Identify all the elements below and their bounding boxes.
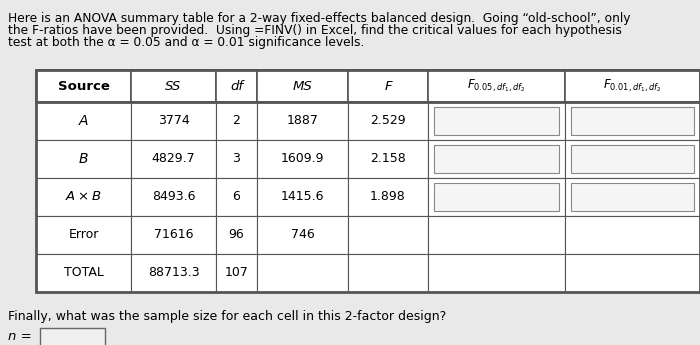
Bar: [434, 183, 559, 211]
Text: F: F: [384, 79, 392, 92]
Text: 2.529: 2.529: [370, 115, 406, 128]
Text: test at both the α = 0.05 and α = 0.01 significance levels.: test at both the α = 0.05 and α = 0.01 s…: [8, 36, 365, 49]
Text: Error: Error: [69, 228, 99, 242]
Bar: [257, 140, 348, 178]
Bar: [36, 70, 131, 102]
Text: 1887: 1887: [286, 115, 318, 128]
Bar: [131, 178, 216, 216]
Bar: [565, 216, 700, 254]
Bar: [36, 140, 131, 178]
Bar: [131, 70, 216, 102]
Bar: [257, 254, 348, 292]
Bar: [36, 254, 131, 292]
Bar: [131, 140, 216, 178]
Bar: [428, 140, 565, 178]
Text: 88713.3: 88713.3: [148, 266, 199, 279]
Bar: [348, 102, 428, 140]
Text: 1609.9: 1609.9: [281, 152, 324, 166]
Text: 4829.7: 4829.7: [152, 152, 195, 166]
Text: $A \times B$: $A \times B$: [65, 190, 101, 204]
Bar: [434, 107, 559, 135]
Bar: [348, 216, 428, 254]
Text: 2.158: 2.158: [370, 152, 406, 166]
Text: A: A: [78, 114, 88, 128]
Bar: [434, 145, 559, 173]
Bar: [216, 254, 257, 292]
Text: $F_{0.05,df_1,df_2}$: $F_{0.05,df_1,df_2}$: [467, 78, 526, 94]
Bar: [216, 140, 257, 178]
Text: df: df: [230, 79, 243, 92]
Bar: [571, 107, 694, 135]
Bar: [565, 140, 700, 178]
Bar: [131, 102, 216, 140]
Text: 6: 6: [232, 190, 240, 204]
Text: SS: SS: [165, 79, 181, 92]
Bar: [348, 70, 428, 102]
Bar: [36, 216, 131, 254]
Text: 3: 3: [232, 152, 240, 166]
Text: 71616: 71616: [154, 228, 193, 242]
Bar: [131, 216, 216, 254]
Text: 1.898: 1.898: [370, 190, 406, 204]
Bar: [565, 102, 700, 140]
Bar: [216, 178, 257, 216]
Bar: [428, 254, 565, 292]
Text: B: B: [78, 152, 88, 166]
Text: Finally, what was the sample size for each cell in this 2-factor design?: Finally, what was the sample size for ea…: [8, 310, 447, 323]
Bar: [565, 70, 700, 102]
Bar: [571, 145, 694, 173]
Bar: [36, 102, 131, 140]
Bar: [257, 216, 348, 254]
Bar: [428, 178, 565, 216]
Text: 107: 107: [225, 266, 248, 279]
Bar: [131, 254, 216, 292]
Bar: [216, 102, 257, 140]
Text: n =: n =: [8, 330, 32, 343]
Bar: [348, 178, 428, 216]
Text: Here is an ANOVA summary table for a 2-way fixed-effects balanced design.  Going: Here is an ANOVA summary table for a 2-w…: [8, 12, 631, 25]
Text: 2: 2: [232, 115, 240, 128]
Bar: [565, 178, 700, 216]
Text: TOTAL: TOTAL: [64, 266, 104, 279]
Bar: [257, 178, 348, 216]
Bar: [257, 70, 348, 102]
Bar: [565, 254, 700, 292]
Text: 746: 746: [290, 228, 314, 242]
Bar: [257, 102, 348, 140]
Bar: [40, 328, 105, 345]
Text: MS: MS: [293, 79, 312, 92]
Bar: [348, 140, 428, 178]
Text: the F-ratios have been provided.  Using =FINV() in Excel, find the critical valu: the F-ratios have been provided. Using =…: [8, 24, 622, 37]
Bar: [348, 254, 428, 292]
Text: $F_{0.01,df_1,df_2}$: $F_{0.01,df_1,df_2}$: [603, 78, 662, 94]
Bar: [571, 183, 694, 211]
Bar: [428, 216, 565, 254]
Text: Source: Source: [57, 79, 109, 92]
Bar: [428, 70, 565, 102]
Text: 96: 96: [229, 228, 244, 242]
Text: 3774: 3774: [158, 115, 190, 128]
Bar: [428, 102, 565, 140]
Bar: [36, 70, 700, 292]
Text: 8493.6: 8493.6: [152, 190, 195, 204]
Bar: [216, 216, 257, 254]
Bar: [216, 70, 257, 102]
Bar: [36, 178, 131, 216]
Text: 1415.6: 1415.6: [281, 190, 324, 204]
